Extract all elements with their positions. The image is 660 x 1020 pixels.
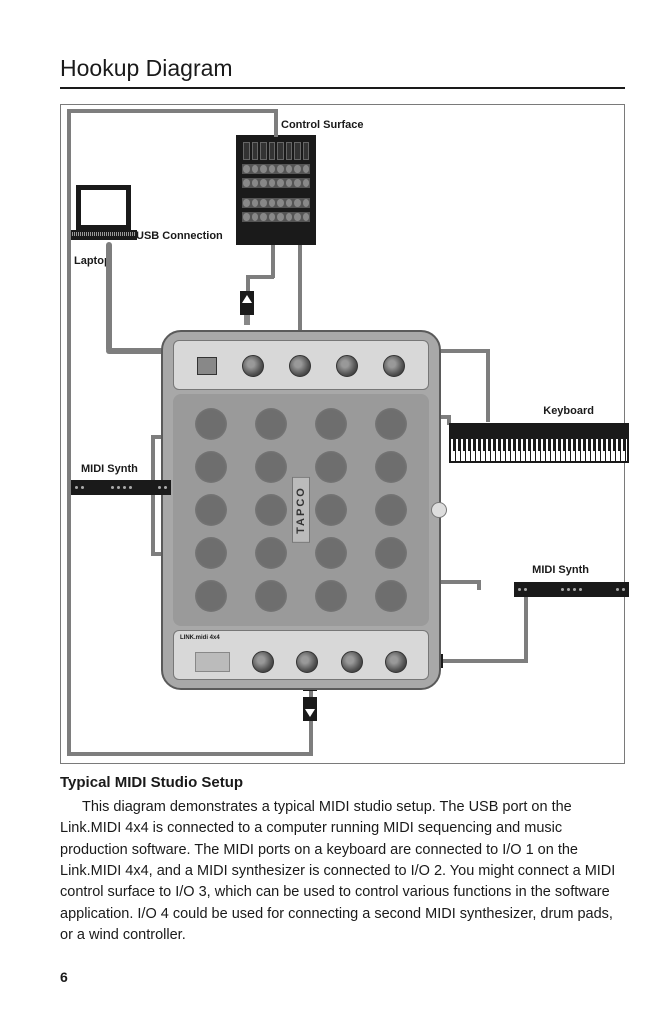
page-title: Hookup Diagram	[60, 55, 625, 82]
cable-bottom	[274, 109, 278, 137]
control-surface-icon	[236, 135, 316, 245]
cable-bottom	[67, 109, 71, 756]
interface-top-panel	[173, 340, 429, 390]
label-midi-synth-left: MIDI Synth	[81, 463, 138, 475]
body-text: This diagram demonstrates a typical MIDI…	[60, 797, 625, 946]
activity-led-panel	[195, 652, 230, 672]
page-number: 6	[60, 969, 68, 985]
midi-plug-icon	[240, 291, 254, 315]
midi-port-icon	[383, 355, 405, 377]
label-usb-connection: USB Connection	[136, 230, 223, 242]
midi-port-icon	[242, 355, 264, 377]
cable-synth-right	[524, 597, 528, 662]
label-midi-synth-right: MIDI Synth	[532, 564, 589, 576]
keyboard-icon	[449, 423, 629, 463]
midi-port-icon	[341, 651, 363, 673]
label-keyboard: Keyboard	[543, 405, 594, 417]
cable-synth-left	[151, 495, 155, 555]
side-button-icon	[431, 502, 447, 518]
midi-plug-icon	[303, 697, 317, 721]
cable-synth-left	[151, 435, 155, 485]
cable-cs	[271, 245, 275, 278]
interface-bottom-panel: LINK.midi 4x4	[173, 630, 429, 680]
midi-port-icon	[336, 355, 358, 377]
midi-port-icon	[385, 651, 407, 673]
laptop-icon	[76, 185, 137, 240]
cable-cs	[246, 275, 274, 279]
usb-port-icon	[197, 357, 217, 375]
hookup-diagram: Control Surface USB Connection Laptop Ke…	[60, 104, 625, 764]
cable-keyboard	[486, 349, 490, 422]
midi-port-icon	[296, 651, 318, 673]
midi-synth-icon	[514, 582, 629, 597]
title-rule	[60, 87, 625, 89]
midi-port-icon	[289, 355, 311, 377]
cable-bottom	[67, 109, 277, 113]
cable-bottom	[67, 752, 313, 756]
label-control-surface: Control Surface	[281, 119, 364, 131]
device-brand: TAPCO	[292, 477, 310, 543]
midi-synth-icon	[71, 480, 171, 495]
midi-interface-device: TAPCO LINK.midi 4x4	[161, 330, 441, 690]
midi-port-icon	[252, 651, 274, 673]
device-model: LINK.midi 4x4	[180, 635, 220, 641]
usb-cable	[106, 242, 112, 352]
cable-synth-right	[477, 580, 481, 590]
section-subtitle: Typical MIDI Studio Setup	[60, 774, 625, 791]
